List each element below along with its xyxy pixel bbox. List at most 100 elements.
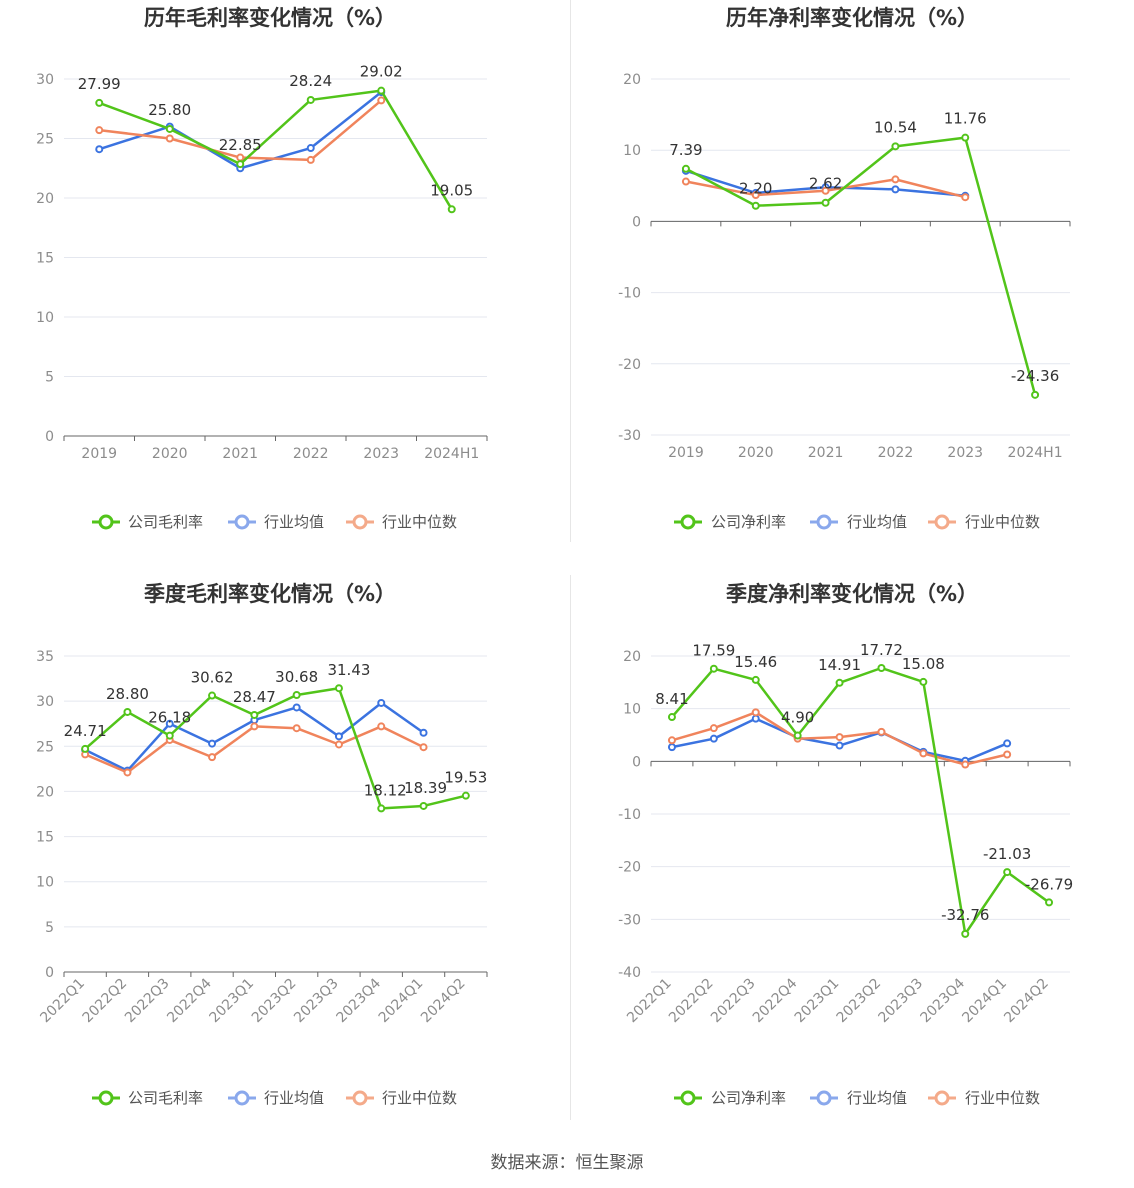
x-tick-label: 2023Q4 xyxy=(333,975,384,1026)
legend-item-avg[interactable]: 行业均值 xyxy=(810,1089,907,1107)
data-label: 27.99 xyxy=(78,75,121,93)
y-tick-label: 20 xyxy=(623,649,641,665)
y-tick-label: 35 xyxy=(36,649,54,665)
data-point xyxy=(334,732,343,741)
data-label: -24.36 xyxy=(1011,367,1059,385)
data-point xyxy=(461,791,470,800)
data-point xyxy=(919,749,928,758)
legend-item-avg[interactable]: 行业均值 xyxy=(810,513,907,531)
data-point xyxy=(292,703,301,712)
chart-legend[interactable]: 公司毛利率 行业均值 行业中位数 xyxy=(92,1089,457,1107)
data-point xyxy=(835,733,844,742)
data-point xyxy=(681,177,690,186)
legend-item-median[interactable]: 行业中位数 xyxy=(346,1089,457,1107)
data-point xyxy=(236,153,245,162)
data-point xyxy=(306,155,315,164)
data-label: 15.08 xyxy=(902,655,945,673)
data-label: 17.72 xyxy=(860,641,903,659)
data-label: 28.24 xyxy=(289,72,332,90)
legend-label: 行业中位数 xyxy=(965,1089,1040,1107)
legend-item-company[interactable]: 公司毛利率 xyxy=(92,1089,203,1107)
data-label: 22.85 xyxy=(219,136,262,154)
y-tick-label: 10 xyxy=(36,875,54,891)
data-point xyxy=(236,160,245,169)
legend-item-company[interactable]: 公司净利率 xyxy=(674,1089,786,1107)
legend-label: 行业中位数 xyxy=(965,513,1040,531)
data-point xyxy=(681,164,690,173)
data-point xyxy=(961,133,970,142)
chart-legend[interactable]: 公司净利率 行业均值 行业中位数 xyxy=(674,1089,1040,1107)
legend-item-company[interactable]: 公司毛利率 xyxy=(92,513,203,531)
data-label: 2.62 xyxy=(809,175,842,193)
y-tick-label: -30 xyxy=(618,428,641,444)
chart-legend[interactable]: 公司净利率 行业均值 行业中位数 xyxy=(674,513,1040,531)
series-line xyxy=(685,136,1037,396)
data-point xyxy=(793,731,802,740)
chart-title: 历年净利率变化情况（%） xyxy=(726,6,978,30)
legend-item-median[interactable]: 行业中位数 xyxy=(928,513,1040,531)
data-label: 30.62 xyxy=(191,669,234,687)
x-tick-label: 2022Q2 xyxy=(666,976,717,1027)
x-tick-label: 2023Q2 xyxy=(834,976,885,1027)
legend-label: 行业均值 xyxy=(264,513,324,531)
data-label: 2.20 xyxy=(739,180,772,198)
data-source-footer: 数据来源：恒生聚源 xyxy=(490,1153,644,1173)
x-tick-label: 2022 xyxy=(293,446,329,462)
x-tick-label: 2022Q4 xyxy=(750,975,801,1026)
x-tick-label: 2020 xyxy=(152,446,188,462)
x-tick-label: 2023 xyxy=(947,445,983,461)
x-tick-label: 2024Q1 xyxy=(376,976,427,1027)
data-point xyxy=(81,744,90,753)
series-line xyxy=(671,666,1050,936)
data-point xyxy=(165,124,174,133)
legend-item-median[interactable]: 行业中位数 xyxy=(346,513,457,531)
y-tick-label: 15 xyxy=(36,830,54,846)
y-tick-label: -40 xyxy=(618,965,641,981)
data-point xyxy=(95,145,104,154)
data-point xyxy=(95,98,104,107)
data-label: 29.02 xyxy=(360,63,403,81)
data-label: 14.91 xyxy=(818,656,861,674)
data-point xyxy=(165,731,174,740)
y-tick-label: 5 xyxy=(45,370,54,386)
quarter-net-svg: 季度净利率变化情况（%） -40-30-20-10010202022Q12022… xyxy=(618,582,1073,1107)
data-point xyxy=(709,724,718,733)
data-point xyxy=(877,727,886,736)
data-point xyxy=(419,728,428,737)
data-point xyxy=(165,134,174,143)
data-point xyxy=(334,740,343,749)
data-label: 28.47 xyxy=(233,688,276,706)
data-point xyxy=(877,664,886,673)
legend-label: 公司净利率 xyxy=(711,513,786,531)
data-point xyxy=(821,198,830,207)
data-point xyxy=(961,760,970,769)
legend-label: 行业均值 xyxy=(264,1089,324,1107)
legend-item-company[interactable]: 公司净利率 xyxy=(674,513,786,531)
legend-item-avg[interactable]: 行业均值 xyxy=(228,1089,324,1107)
y-tick-label: -20 xyxy=(618,357,641,373)
data-point xyxy=(1003,750,1012,759)
legend-item-avg[interactable]: 行业均值 xyxy=(228,513,324,531)
data-point xyxy=(751,201,760,210)
y-tick-label: -10 xyxy=(618,286,641,302)
legend-label: 行业中位数 xyxy=(382,1089,457,1107)
data-point xyxy=(419,801,428,810)
data-point xyxy=(165,719,174,728)
data-point xyxy=(377,722,386,731)
annual-net-svg: 历年净利率变化情况（%） -30 -20 -10 0 10 20 2019 2020 2021 2… xyxy=(618,6,1071,531)
data-label: 4.90 xyxy=(781,709,814,727)
x-tick-label: 2023Q1 xyxy=(792,976,843,1027)
chart-legend[interactable]: 公司毛利率 行业均值 行业中位数 xyxy=(92,513,457,531)
data-point xyxy=(377,804,386,813)
data-point xyxy=(123,707,132,716)
data-label: 18.12 xyxy=(364,781,407,799)
legend-label: 行业均值 xyxy=(847,513,907,531)
x-tick-label: 2022 xyxy=(878,445,914,461)
y-tick-label: 0 xyxy=(632,214,641,230)
legend-item-median[interactable]: 行业中位数 xyxy=(928,1089,1040,1107)
data-point xyxy=(306,144,315,153)
y-tick-label: 0 xyxy=(632,754,641,770)
data-point xyxy=(123,768,132,777)
y-tick-label: 30 xyxy=(36,72,54,88)
data-point xyxy=(891,185,900,194)
